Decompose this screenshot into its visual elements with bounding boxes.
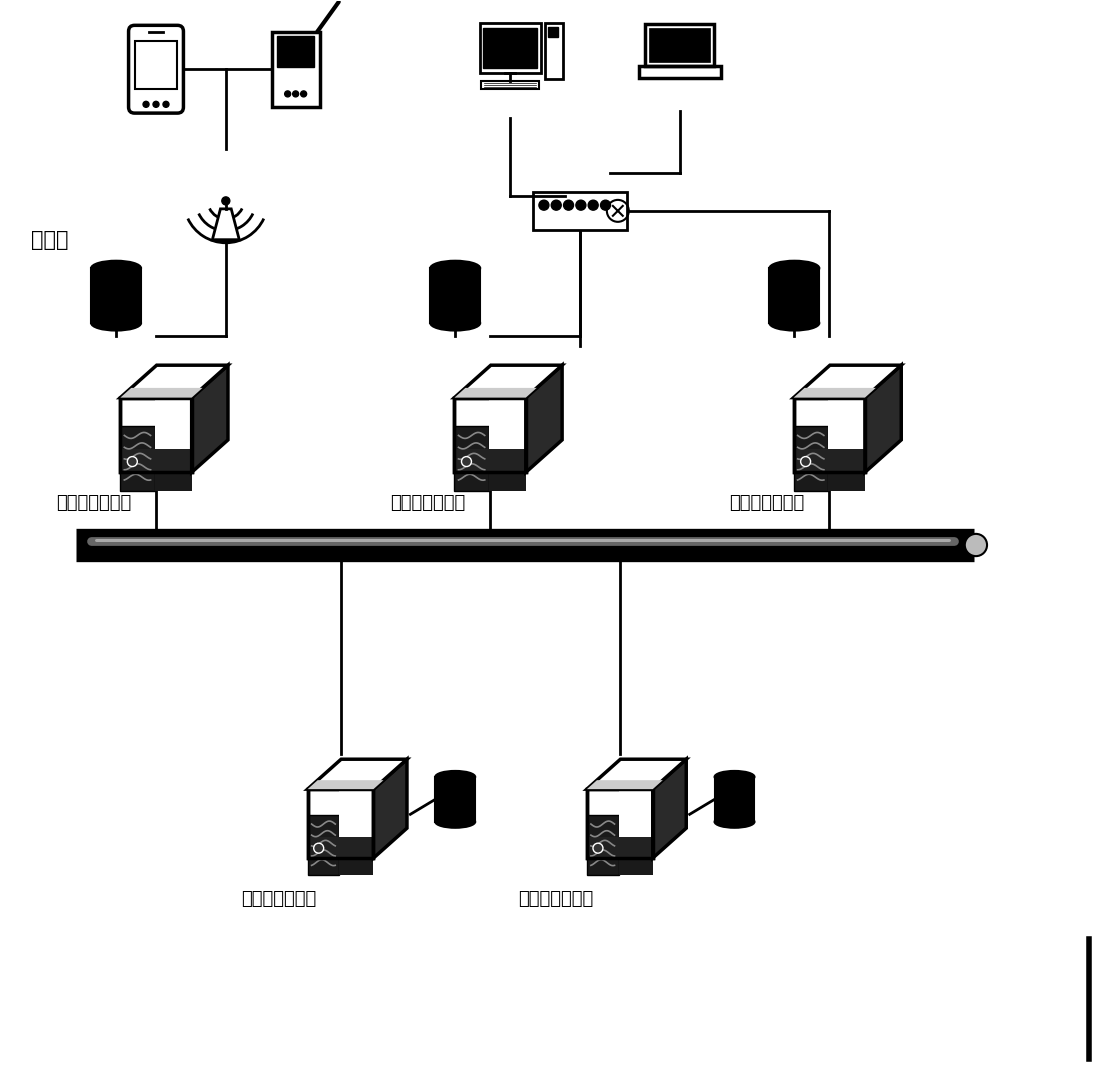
Text: 服务提供商成员: 服务提供商成员 (56, 494, 132, 512)
Circle shape (800, 457, 811, 467)
Circle shape (462, 457, 471, 467)
Polygon shape (308, 760, 407, 789)
Circle shape (313, 844, 324, 853)
Polygon shape (212, 209, 240, 240)
Polygon shape (587, 760, 686, 789)
Bar (645, 24, 714, 66)
Circle shape (292, 90, 299, 97)
Bar (277, 36, 314, 66)
Bar (769, 268, 820, 323)
Polygon shape (455, 398, 525, 472)
Bar (484, 27, 537, 69)
Polygon shape (121, 398, 191, 472)
Bar (533, 192, 628, 230)
Polygon shape (587, 789, 653, 858)
Polygon shape (455, 388, 536, 398)
Polygon shape (587, 780, 663, 789)
Ellipse shape (91, 316, 141, 330)
Polygon shape (828, 398, 865, 461)
Polygon shape (191, 365, 227, 472)
Polygon shape (793, 398, 865, 472)
Ellipse shape (431, 261, 480, 276)
Ellipse shape (435, 771, 475, 783)
Polygon shape (653, 760, 686, 858)
Polygon shape (308, 780, 384, 789)
Circle shape (127, 457, 137, 467)
Polygon shape (793, 388, 876, 398)
Bar (435, 777, 475, 822)
Polygon shape (308, 836, 374, 858)
Circle shape (301, 90, 307, 97)
Ellipse shape (769, 261, 820, 276)
Bar (639, 66, 721, 77)
Circle shape (564, 201, 574, 210)
Polygon shape (587, 815, 619, 875)
Polygon shape (308, 815, 340, 875)
Bar (479, 23, 541, 73)
Ellipse shape (769, 316, 820, 330)
Polygon shape (525, 365, 562, 472)
Ellipse shape (435, 815, 475, 827)
Text: 服务提供商成员: 服务提供商成员 (730, 494, 804, 512)
Polygon shape (828, 461, 865, 490)
Polygon shape (619, 848, 653, 875)
Polygon shape (455, 425, 489, 490)
Bar (547, 27, 558, 37)
Text: 数据库: 数据库 (32, 230, 69, 250)
Circle shape (600, 201, 610, 210)
Circle shape (285, 90, 290, 97)
Circle shape (222, 197, 230, 205)
Text: 服务提供商成员: 服务提供商成员 (518, 891, 593, 908)
Bar (91, 268, 141, 323)
Text: 服务提供商成员: 服务提供商成员 (390, 494, 466, 512)
Circle shape (965, 534, 987, 556)
Ellipse shape (91, 261, 141, 276)
Bar (135, 40, 177, 89)
Bar (648, 28, 710, 62)
Polygon shape (619, 789, 653, 848)
Bar (714, 777, 755, 822)
Polygon shape (489, 461, 525, 490)
Polygon shape (340, 789, 374, 848)
Circle shape (588, 201, 598, 210)
Bar (431, 268, 480, 323)
Polygon shape (121, 388, 202, 398)
Polygon shape (793, 365, 901, 398)
Polygon shape (793, 449, 865, 472)
Polygon shape (121, 449, 191, 472)
Circle shape (143, 101, 149, 107)
Polygon shape (865, 365, 901, 472)
Polygon shape (155, 398, 191, 461)
Bar (545, 23, 564, 80)
Circle shape (539, 201, 548, 210)
Polygon shape (587, 836, 653, 858)
Ellipse shape (714, 771, 755, 783)
Polygon shape (793, 425, 828, 490)
Polygon shape (455, 449, 525, 472)
Circle shape (163, 101, 169, 107)
Ellipse shape (714, 815, 755, 827)
Polygon shape (121, 365, 227, 398)
Circle shape (552, 201, 562, 210)
Bar (481, 81, 540, 88)
Polygon shape (340, 848, 374, 875)
Circle shape (593, 844, 603, 853)
Ellipse shape (431, 316, 480, 330)
Text: 服务提供商成员: 服务提供商成员 (241, 891, 317, 908)
Circle shape (576, 201, 586, 210)
Polygon shape (155, 461, 191, 490)
Polygon shape (489, 398, 525, 461)
Polygon shape (374, 760, 407, 858)
Bar (271, 32, 320, 107)
Polygon shape (308, 789, 374, 858)
Polygon shape (121, 425, 155, 490)
Circle shape (153, 101, 159, 107)
Polygon shape (455, 365, 562, 398)
